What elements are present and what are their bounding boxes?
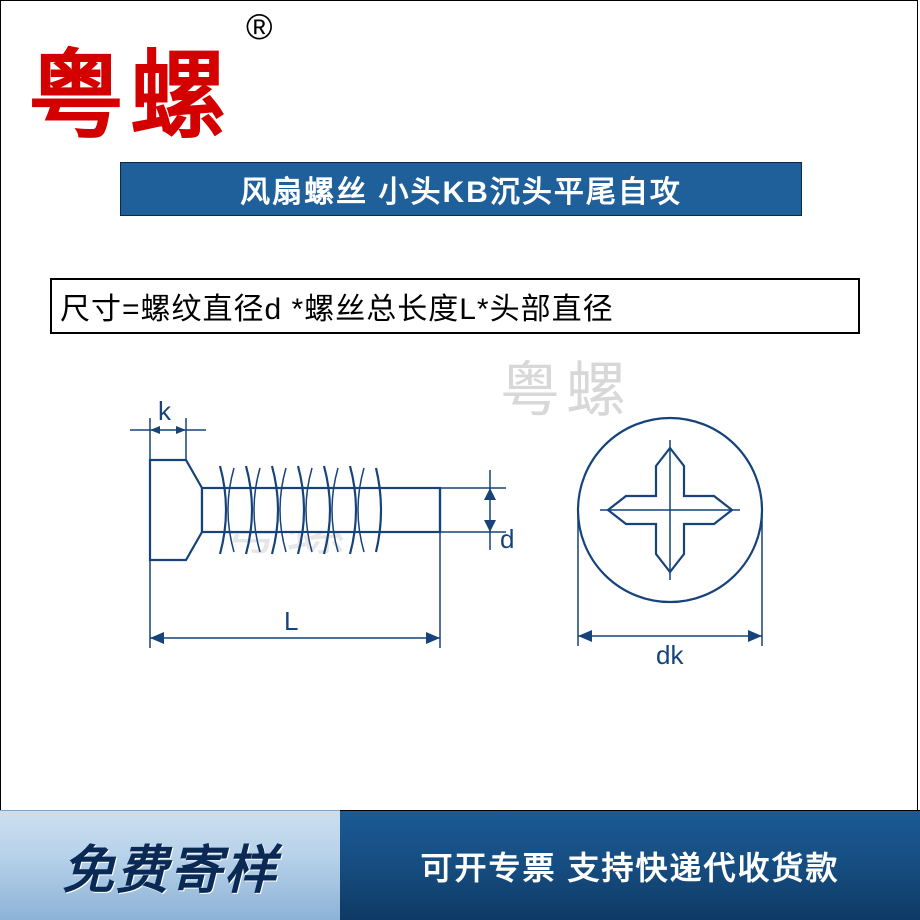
dim-L: L [284,606,298,636]
dim-dk: dk [656,640,684,670]
footer-left: 免费寄样 [0,810,340,920]
footer-right: 可开专票 支持快递代收货款 [340,810,920,920]
screw-diagram: k L d dk [60,400,860,730]
registered-icon: ® [246,6,273,48]
formula-text: 尺寸=螺纹直径d *螺丝总长度L*头部直径 [60,284,614,328]
dim-d: d [500,524,514,554]
footer-left-text: 免费寄样 [62,828,278,903]
dim-k: k [158,400,172,426]
formula-box: 尺寸=螺纹直径d *螺丝总长度L*头部直径 [50,278,860,334]
footer-right-text: 可开专票 支持快递代收货款 [421,843,840,889]
title-text: 风扇螺丝 小头KB沉头平尾自攻 [240,167,682,211]
footer: 免费寄样 可开专票 支持快递代收货款 [0,810,920,920]
page: 粤螺 ® 风扇螺丝 小头KB沉头平尾自攻 尺寸=螺纹直径d *螺丝总长度L*头部… [0,0,920,920]
title-bar: 风扇螺丝 小头KB沉头平尾自攻 [120,162,802,216]
brand-name: 粤螺 [28,18,232,157]
